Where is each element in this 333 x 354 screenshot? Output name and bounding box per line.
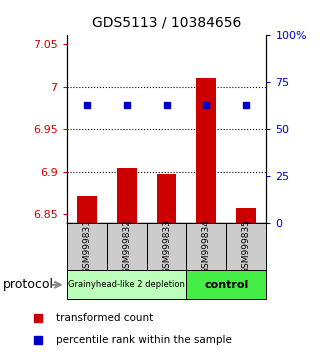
Bar (117, 167, 137, 223)
Text: transformed count: transformed count (56, 313, 153, 323)
Text: GSM999835: GSM999835 (242, 219, 251, 274)
Text: GSM999831: GSM999831 (82, 219, 91, 274)
Bar (196, 78, 216, 223)
Bar (186, 270, 266, 299)
Bar (67, 223, 107, 271)
Bar (77, 196, 97, 223)
Text: GSM999833: GSM999833 (162, 219, 171, 274)
Text: GDS5113 / 10384656: GDS5113 / 10384656 (92, 16, 241, 30)
Bar (236, 208, 256, 223)
Bar (226, 223, 266, 271)
Text: control: control (204, 280, 248, 290)
Bar (107, 223, 147, 271)
Bar (67, 270, 186, 299)
Text: GSM999832: GSM999832 (122, 219, 131, 274)
Bar (186, 223, 226, 271)
Text: percentile rank within the sample: percentile rank within the sample (56, 335, 232, 345)
Text: GSM999834: GSM999834 (202, 219, 211, 274)
Bar (157, 173, 176, 223)
Text: protocol: protocol (3, 278, 54, 291)
Bar (147, 223, 186, 271)
Text: Grainyhead-like 2 depletion: Grainyhead-like 2 depletion (68, 280, 185, 289)
